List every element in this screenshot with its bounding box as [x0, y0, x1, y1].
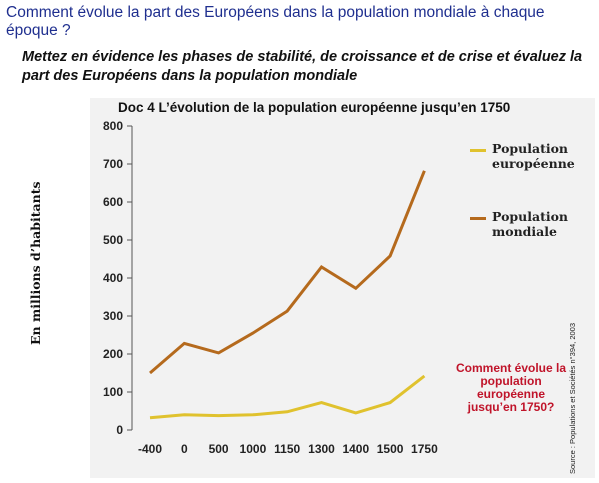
legend-label-european: Population européenne: [492, 141, 575, 171]
y-tick-label: 200: [103, 347, 123, 361]
y-tick-label: 0: [116, 423, 123, 437]
legend-item-world: Population mondiale: [470, 209, 582, 239]
legend-label-world: Population mondiale: [492, 209, 569, 239]
x-tick-label: 1300: [308, 442, 335, 456]
x-tick-label: 1500: [377, 442, 404, 456]
legend-swatch-european: [470, 149, 486, 152]
x-tick-label: 1750: [411, 442, 438, 456]
x-tick-label: 500: [209, 442, 229, 456]
series-line-world: [149, 170, 426, 375]
x-tick-label: 1150: [274, 442, 300, 456]
y-tick-label: 100: [103, 385, 123, 399]
y-tick-label: 500: [103, 233, 123, 247]
y-tick-label: 800: [103, 119, 123, 133]
y-tick-label: 300: [103, 309, 123, 323]
y-tick-label: 400: [103, 271, 123, 285]
x-tick-label: -400: [138, 442, 162, 456]
legend-item-european: Population européenne: [470, 141, 582, 171]
y-tick-label: 700: [103, 157, 123, 171]
question-title: Comment évolue la part des Européens dan…: [6, 4, 545, 39]
x-tick-label: 1000: [240, 442, 267, 456]
chart-title: Doc 4 L’évolution de la population europ…: [118, 100, 511, 115]
x-tick-label: 1400: [342, 442, 369, 456]
source-note: Source : Populations et Sociétés n°394, …: [568, 322, 577, 474]
y-tick-label: 600: [103, 195, 123, 209]
instruction-text: Mettez en évidence les phases de stabili…: [22, 49, 583, 84]
question-annotation: Comment évolue la population européenne …: [455, 361, 567, 414]
series-line-european: [149, 374, 426, 420]
legend-swatch-world: [470, 217, 486, 220]
x-tick-label: 0: [181, 442, 188, 456]
